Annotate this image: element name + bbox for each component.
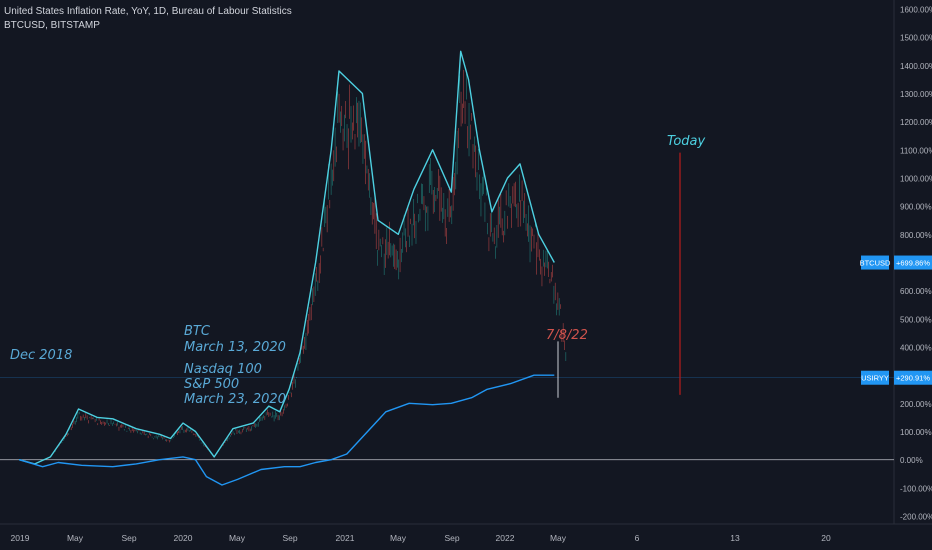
- btcusd-tag-value: +699.86%: [896, 259, 930, 268]
- annotation-today: Today: [667, 134, 706, 149]
- y-tick-label: 900.00%: [900, 203, 932, 212]
- chart-title: United States Inflation Rate, YoY, 1D, B…: [4, 6, 292, 17]
- x-tick-label: May: [390, 533, 407, 543]
- y-tick-label: 100.00%: [900, 428, 932, 437]
- annotation-dec-2018: Dec 2018: [10, 348, 73, 363]
- y-tick-label: 500.00%: [900, 315, 932, 324]
- x-tick-label: Sep: [444, 533, 459, 543]
- y-tick-label: 1300.00%: [900, 90, 932, 99]
- y-tick-label: -100.00%: [900, 484, 932, 493]
- usiryy-tag-value-bg: [894, 370, 932, 385]
- x-tick-label: Sep: [282, 533, 297, 543]
- btcusd-tag-label-bg: [861, 255, 889, 270]
- y-tick-label: 1500.00%: [900, 34, 932, 43]
- x-tick-label: 2020: [174, 533, 193, 543]
- chart-subtitle: BTCUSD, BITSTAMP: [4, 20, 100, 31]
- y-tick-label: 1400.00%: [900, 62, 932, 71]
- x-tick-label: 13: [730, 533, 740, 543]
- btc-overlay-line: [19, 50, 555, 465]
- y-tick-label: 200.00%: [900, 400, 932, 409]
- y-tick-label: 1000.00%: [900, 175, 932, 184]
- x-tick-label: 2019: [11, 533, 30, 543]
- x-tick-label: Sep: [121, 533, 136, 543]
- x-tick-label: 2022: [496, 533, 515, 543]
- usiryy-tag-value: +290.91%: [896, 374, 930, 383]
- annotation-nasdaq-date: March 23, 2020: [184, 392, 286, 407]
- annotation-date-marker: 7/8/22: [546, 328, 588, 343]
- x-tick-label: May: [229, 533, 246, 543]
- y-tick-label: 800.00%: [900, 231, 932, 240]
- usiryy-tag-label-bg: [861, 370, 889, 385]
- btc-candles: [29, 69, 567, 464]
- x-tick-label: 20: [821, 533, 831, 543]
- y-tick-label: 400.00%: [900, 344, 932, 353]
- annotation-nasdaq: Nasdaq 100: [184, 362, 262, 377]
- inflation-line: [18, 374, 555, 486]
- btcusd-tag-label: BTCUSD: [860, 259, 891, 268]
- y-tick-label: 0.00%: [900, 456, 923, 465]
- vertical-markers: [557, 152, 681, 398]
- y-tick-label: -200.00%: [900, 513, 932, 522]
- annotation-btc: BTC: [184, 324, 210, 339]
- y-tick-label: 600.00%: [900, 287, 932, 296]
- usiryy-tag-label: USIRYY: [861, 374, 889, 383]
- btcusd-tag-value-bg: [894, 255, 932, 270]
- x-tick-label: 6: [635, 533, 640, 543]
- x-tick-label: 2021: [336, 533, 355, 543]
- x-tick-label: May: [67, 533, 84, 543]
- price-tags: BTCUSD +699.86% USIRYY +290.91%: [860, 255, 932, 385]
- annotation-btc-date: March 13, 2020: [184, 340, 286, 355]
- x-axis: 2019 May Sep 2020 May Sep 2021 May Sep 2022 May 6 13…: [0, 523, 932, 543]
- y-tick-label: 1100.00%: [900, 146, 932, 155]
- y-tick-label: 1600.00%: [900, 6, 932, 15]
- x-tick-label: May: [550, 533, 567, 543]
- series-lines: [18, 50, 555, 486]
- annotation-sp500: S&P 500: [184, 377, 240, 392]
- y-tick-label: 1200.00%: [900, 118, 932, 127]
